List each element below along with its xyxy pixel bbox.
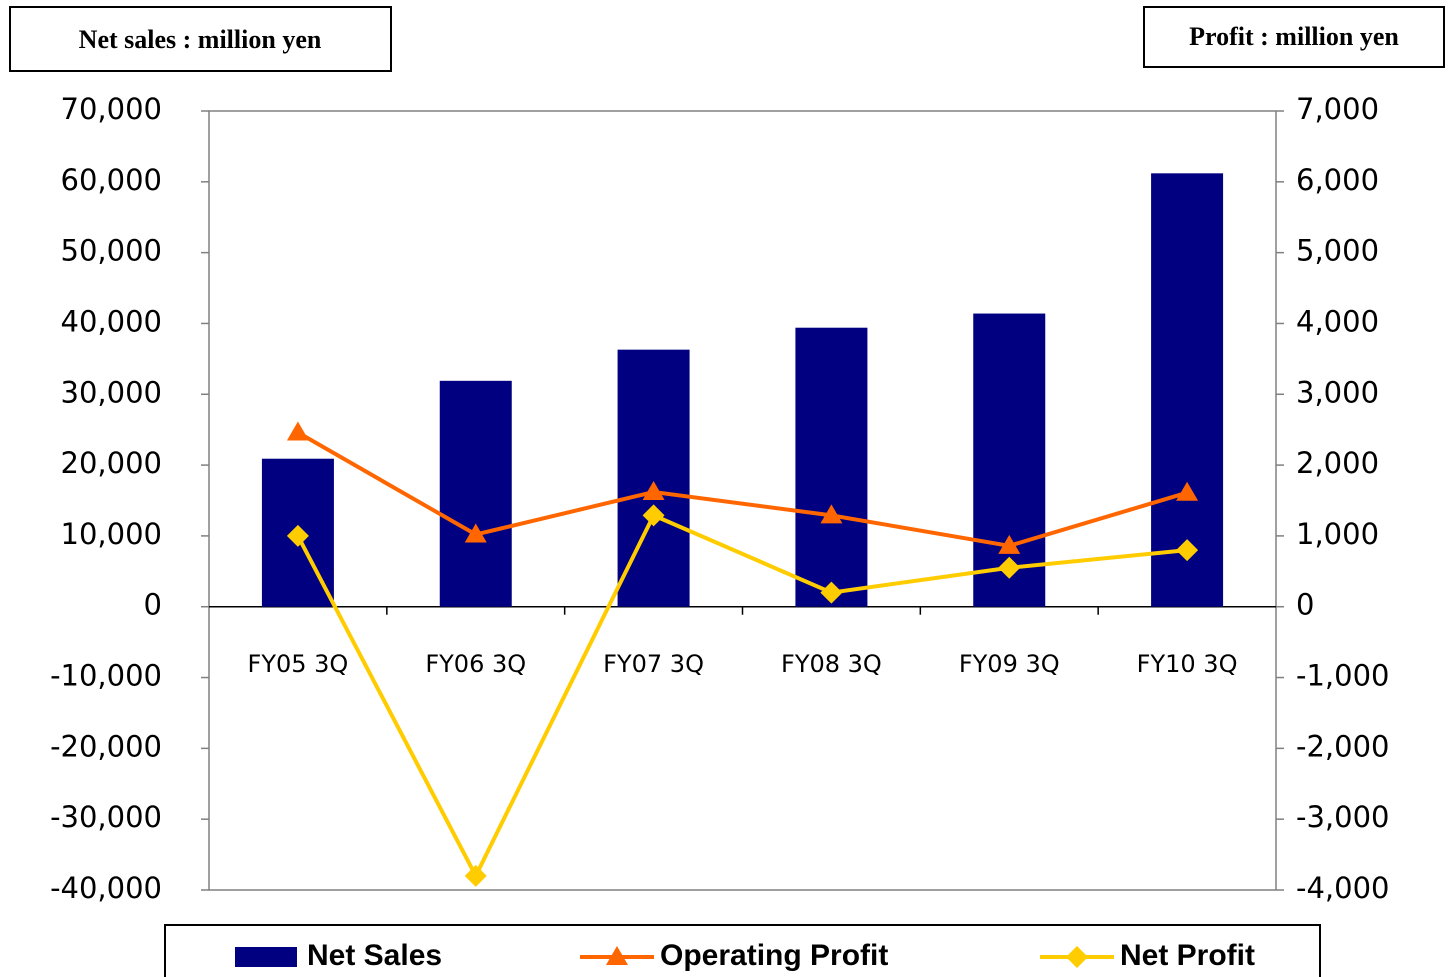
y2-tick-label: 4,000 [1296,304,1379,338]
y2-axis-label-box [1143,6,1445,68]
marker [642,504,665,527]
y2-tick-label: -1,000 [1296,659,1390,693]
y-tick-label: 70,000 [61,92,162,126]
y-tick-label: 0 [144,588,162,622]
y2-tick-label: 6,000 [1296,163,1379,197]
bar [439,380,512,607]
marker [464,523,487,543]
x-tick-label: FY05 3Q [248,650,349,678]
y2-tick-label: 3,000 [1296,375,1379,409]
y-tick-label: -20,000 [50,729,162,763]
marker [286,524,309,547]
x-tick-label: FY08 3Q [781,650,882,678]
y2-tick-label: 7,000 [1296,92,1379,126]
marker [642,481,665,501]
bar [1151,173,1224,607]
x-tick-label: FY09 3Q [959,650,1060,678]
y-tick-label: -30,000 [50,800,162,834]
legend-box [164,924,1321,977]
line [296,512,1188,881]
marker [1176,481,1199,501]
marker [1066,946,1088,968]
line [296,430,1188,548]
marker [998,556,1021,579]
plot-area [208,110,1277,891]
x-tick-label: FY07 3Q [603,650,704,678]
marker [820,504,843,524]
marker [820,581,843,604]
marker [286,421,309,441]
y2-tick-label: -2,000 [1296,729,1390,763]
marker [464,864,487,887]
y-tick-label: 30,000 [61,375,162,409]
y-tick-label: 40,000 [61,304,162,338]
x-tick-label: FY10 3Q [1137,650,1238,678]
legend-label: Net Sales [307,939,442,972]
y-tick-label: -10,000 [50,659,162,693]
legend-swatch [235,947,297,967]
y-tick-label: 20,000 [61,446,162,480]
y2-tick-label: 2,000 [1296,446,1379,480]
x-tick-label: FY06 3Q [425,650,526,678]
y-tick-label: 50,000 [61,234,162,268]
marker [606,946,628,965]
y2-axis-label: Profit : million yen [1189,22,1399,51]
y-axis-label: Net sales : million yen [79,25,322,54]
y2-tick-label: 0 [1296,588,1314,622]
y-tick-label: 60,000 [61,163,162,197]
y2-tick-label: -4,000 [1296,871,1390,905]
y-tick-label: -40,000 [50,871,162,905]
legend-label: Net Profit [1120,939,1255,972]
y2-tick-label: 1,000 [1296,517,1379,551]
marker [998,534,1021,554]
y2-tick-label: 5,000 [1296,234,1379,268]
bar [795,327,868,607]
legend-label: Operating Profit [660,939,888,972]
y-axis-label-box [9,6,392,72]
y-tick-label: 10,000 [61,517,162,551]
marker [1176,539,1199,562]
y2-tick-label: -3,000 [1296,800,1390,834]
